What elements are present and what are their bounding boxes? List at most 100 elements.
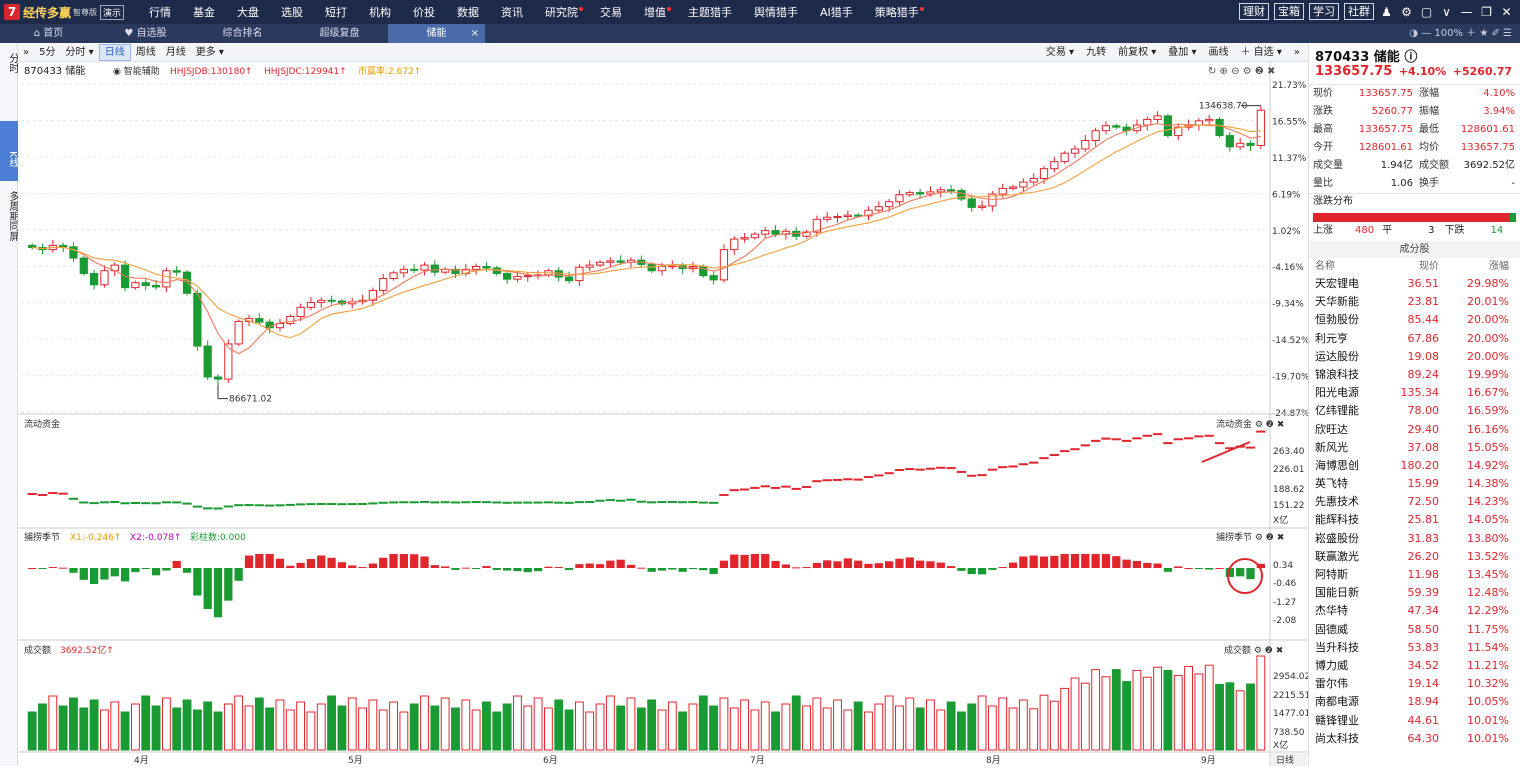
component-row[interactable]: 亿纬锂能 78.00 16.59% <box>1309 402 1520 420</box>
tab-4[interactable]: 储能 × <box>388 24 485 43</box>
component-row[interactable]: 尚太科技 64.30 10.01% <box>1309 730 1520 748</box>
menu-item-3[interactable]: 选股 <box>281 6 303 19</box>
component-row[interactable]: 国能日新 59.39 12.48% <box>1309 584 1520 602</box>
tab-0[interactable]: ⌂ 首页 <box>0 24 97 43</box>
component-row[interactable]: 阳光电源 135.34 16.67% <box>1309 384 1520 402</box>
period-1[interactable]: 分时 ▾ <box>65 46 94 58</box>
component-row[interactable]: 固德威 58.50 11.75% <box>1309 621 1520 639</box>
component-row[interactable]: 赣锋锂业 44.61 10.01% <box>1309 712 1520 730</box>
low-label: 86671.02 <box>229 395 272 405</box>
close-icon[interactable]: ✕ <box>1501 4 1512 19</box>
top-button-1[interactable]: 宝箱 <box>1274 3 1304 20</box>
tab-3[interactable]: 超级复盘 <box>291 24 388 43</box>
period-5[interactable]: 更多 ▾ <box>195 46 224 58</box>
tab-1[interactable]: ♥ 自选股 <box>97 24 194 43</box>
tool-2[interactable]: 前复权 ▾ <box>1118 46 1157 58</box>
tool-4[interactable]: 画线 <box>1208 46 1229 58</box>
menu-item-10[interactable]: 交易 <box>600 6 622 19</box>
tab-label: 综合排名 <box>222 28 263 39</box>
menu-item-11[interactable]: 增值 <box>633 4 677 20</box>
menu-item-5[interactable]: 机构 <box>369 6 391 19</box>
col-name[interactable]: 名称 <box>1315 261 1335 272</box>
component-row[interactable]: 先惠技术 72.50 14.23% <box>1309 493 1520 511</box>
component-row[interactable]: 海博思创 180.20 14.92% <box>1309 457 1520 475</box>
menu-item-12[interactable]: 主题猎手 <box>688 6 732 19</box>
chart-svg[interactable]: 21.73% 16.55% 11.37% 6.19% 1.02% -4.16% -9.34%… <box>18 62 1310 766</box>
quote-value: 133657.75 <box>1460 142 1515 153</box>
menu-item-8[interactable]: 资讯 <box>501 6 523 19</box>
gear-icon[interactable]: ⚙ <box>1401 4 1412 19</box>
top-right-controls: 理财 宝箱 学习 社群 ♟ ⚙ ▢ ∨ — ❐ ✕ <box>1239 3 1514 20</box>
tab-2[interactable]: 综合排名 <box>194 24 291 43</box>
tool-5[interactable]: ＋ 自选 ▾ <box>1240 46 1282 58</box>
restore-icon[interactable]: ❐ <box>1481 4 1492 19</box>
component-row[interactable]: 当升科技 53.83 11.54% <box>1309 639 1520 657</box>
top-button-0[interactable]: 理财 <box>1239 3 1269 20</box>
period-0[interactable]: 5分 <box>39 46 56 58</box>
tool-6[interactable]: » <box>1293 46 1300 58</box>
close-tab-icon[interactable]: × <box>470 28 479 39</box>
component-row[interactable]: 新风光 37.08 15.05% <box>1309 439 1520 457</box>
season-bar <box>1060 554 1069 568</box>
menu-item-1[interactable]: 基金 <box>193 6 215 19</box>
tool-3[interactable]: 叠加 ▾ <box>1168 46 1197 58</box>
component-row[interactable]: 雷尔伟 19.14 10.32% <box>1309 675 1520 693</box>
tool-1[interactable]: 九转 <box>1086 46 1107 58</box>
menu-item-14[interactable]: AI猎手 <box>820 6 853 19</box>
component-row[interactable]: 南都电源 18.94 10.05% <box>1309 693 1520 711</box>
col-price[interactable]: 现价 <box>1419 261 1439 272</box>
candle-body <box>988 193 997 207</box>
assist-toggle[interactable]: ◉ 智能辅助 <box>113 65 160 77</box>
period-3[interactable]: 周线 <box>135 46 156 58</box>
component-row[interactable]: 利元亨 67.86 20.00% <box>1309 330 1520 348</box>
component-row[interactable]: 能辉科技 25.81 14.05% <box>1309 511 1520 529</box>
minimize-icon[interactable]: — <box>1460 4 1473 19</box>
window-icon[interactable]: ▢ <box>1420 4 1433 19</box>
season-bar <box>502 568 512 571</box>
collapse-toggle[interactable]: » <box>23 46 30 58</box>
menu-item-7[interactable]: 数据 <box>457 6 479 19</box>
component-row[interactable]: 杰华特 47.34 12.29% <box>1309 602 1520 620</box>
component-row[interactable]: 英飞特 15.99 14.38% <box>1309 475 1520 493</box>
season-bar <box>430 565 439 568</box>
top-button-2[interactable]: 学习 <box>1309 3 1339 20</box>
period-badge[interactable]: 日线 <box>1276 754 1294 766</box>
component-row[interactable]: 联赢激光 26.20 13.52% <box>1309 548 1520 566</box>
menu-item-0[interactable]: 行情 <box>149 6 171 19</box>
chart-area[interactable]: 21.73% 16.55% 11.37% 6.19% 1.02% -4.16% -9.34%… <box>18 62 1310 766</box>
component-row[interactable]: 欣旺达 29.40 16.16% <box>1309 421 1520 439</box>
menu-item-13[interactable]: 舆情猎手 <box>754 6 798 19</box>
menu-item-15[interactable]: 策略猎手 <box>864 4 930 20</box>
period-2[interactable]: 日线 <box>98 43 131 61</box>
volume-value: 3692.52亿↑ <box>60 644 114 656</box>
menu-item-2[interactable]: 大盘 <box>237 6 259 19</box>
top-button-3[interactable]: 社群 <box>1344 3 1374 20</box>
component-row[interactable]: 恒勃股份 85.44 20.00% <box>1309 311 1520 329</box>
info-icon[interactable]: ⓘ <box>1404 50 1418 65</box>
menu-item-4[interactable]: 短打 <box>325 6 347 19</box>
season-bar <box>89 568 99 584</box>
demo-badge[interactable]: 演示 <box>100 4 125 20</box>
volume-bar <box>709 705 719 751</box>
season-bar <box>895 558 904 568</box>
component-row[interactable]: 锦浪科技 89.24 19.99% <box>1309 366 1520 384</box>
component-row[interactable]: 天华新能 23.81 20.01% <box>1309 293 1520 311</box>
component-row[interactable]: 天宏锂电 36.51 29.98% <box>1309 275 1520 293</box>
component-row[interactable]: 阿特斯 11.98 13.45% <box>1309 566 1520 584</box>
component-row[interactable]: 崧盛股份 31.83 13.80% <box>1309 530 1520 548</box>
panel-controls[interactable]: ↻ ⊕ ⊖ ⚙ ❷ ✖ <box>1208 66 1275 77</box>
menu-item-6[interactable]: 价投 <box>413 6 435 19</box>
menu-item-9[interactable]: 研究院 <box>534 4 589 20</box>
component-row[interactable]: 博力威 34.52 11.21% <box>1309 657 1520 675</box>
view-kxian[interactable]: K线 <box>0 121 18 181</box>
chevron-down-icon[interactable]: ∨ <box>1442 4 1451 19</box>
user-icon[interactable]: ♟ <box>1381 4 1392 19</box>
col-change[interactable]: 涨幅 <box>1489 261 1509 272</box>
heart-icon: ♥ <box>124 28 137 39</box>
zoom-controls[interactable]: ◑ — 100% ＋ ★ ✐ ☰ <box>1409 28 1512 39</box>
view-multi-period[interactable]: 多周期同屏 <box>7 191 18 241</box>
tool-0[interactable]: 交易 ▾ <box>1045 46 1075 58</box>
component-row[interactable]: 运达股份 19.08 20.00% <box>1309 348 1520 366</box>
period-4[interactable]: 月线 <box>165 46 186 58</box>
view-fenshi[interactable]: 分时 <box>7 53 18 73</box>
